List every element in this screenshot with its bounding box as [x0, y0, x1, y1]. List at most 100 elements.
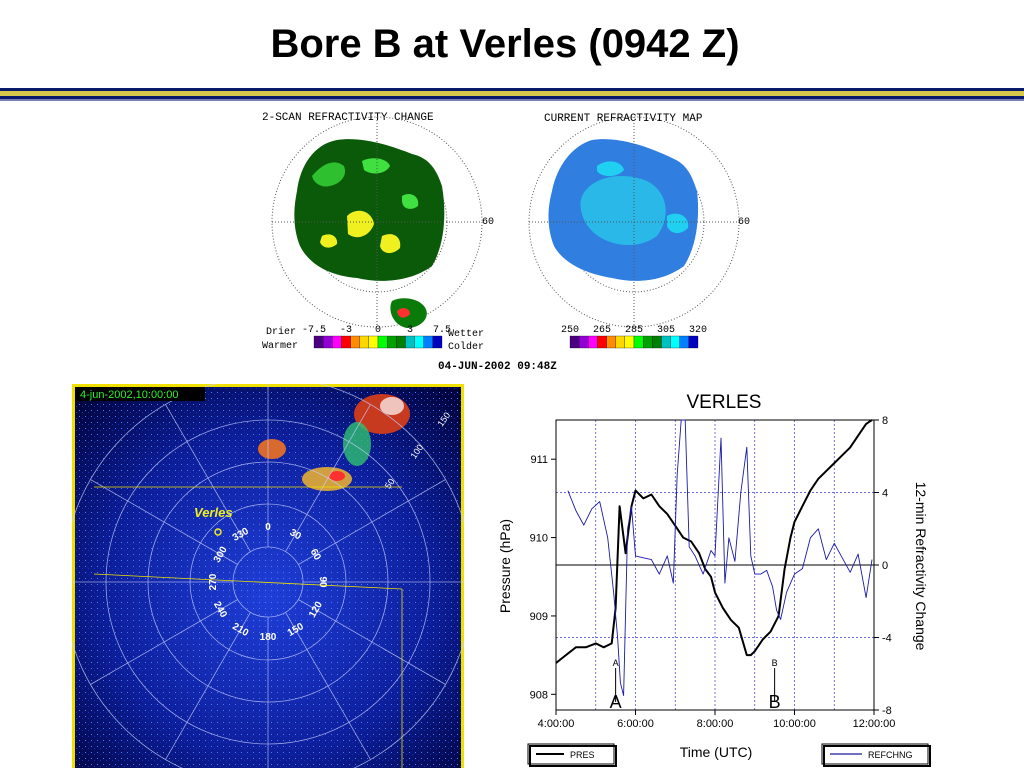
- title-divider: [0, 88, 1024, 101]
- echo-cluster: [258, 394, 410, 491]
- azimuth-label: 0: [265, 522, 271, 533]
- right-colorbar-swatch: [624, 335, 635, 349]
- refractivity-change-map: 60: [271, 116, 494, 328]
- y-tick-label: 910: [530, 533, 548, 545]
- slide-title: Bore B at Verles (0942 Z): [270, 22, 740, 66]
- right-colorbar-swatch: [633, 335, 644, 349]
- legend-pres: PRES: [527, 743, 617, 767]
- azimuth-spoke: [90, 599, 238, 685]
- radar-timestamp: 4-jun-2002,10:00:00: [80, 389, 178, 401]
- left-colorbar-swatch: [332, 335, 342, 349]
- x-tick-label: 6:00:00: [617, 718, 654, 730]
- right-colorbar-tick-label: 285: [625, 325, 643, 336]
- refractivity-panels: 2-SCAN REFRACTIVITY CHANGE CURRENT REFRA…: [252, 106, 768, 376]
- left-colorbar-swatch: [405, 335, 415, 349]
- annotation-arrow-head: B: [772, 658, 778, 668]
- left-colorbar-swatch: [359, 335, 370, 349]
- azimuth-label: 30: [288, 527, 304, 542]
- left-legend-colder: Colder: [448, 341, 484, 353]
- left-colorbar-swatch: [396, 335, 406, 349]
- x-tick-label: 10:00:00: [773, 718, 816, 730]
- azimuth-spoke: [285, 612, 371, 760]
- left-colorbar-swatch: [341, 335, 351, 349]
- left-colorbar-tick-label: -7.5: [302, 325, 326, 336]
- left-colorbar-swatch: [386, 335, 397, 349]
- azimuth-spoke: [298, 599, 446, 685]
- right-colorbar-swatch: [670, 335, 680, 349]
- left-colorbar-tick-label: 7.5: [433, 325, 451, 336]
- legend-refchng: REFCHNG: [821, 743, 931, 767]
- right-colorbar-swatch: [569, 335, 580, 349]
- right-panel-title: CURRENT REFRACTIVITY MAP: [544, 113, 703, 125]
- azimuth-label: 180: [260, 632, 277, 643]
- annotation-arrow-head: A: [613, 658, 619, 668]
- right-colorbar-tick-label: 250: [561, 325, 579, 336]
- right-colorbar-swatch: [652, 335, 662, 349]
- site-marker: [214, 528, 222, 536]
- y2-axis-label: 12-min Refractivity Change: [913, 482, 929, 651]
- x-tick-label: 12:00:00: [853, 718, 896, 730]
- annotation-label: B: [769, 692, 781, 712]
- y2-tick-label: -4: [882, 633, 892, 645]
- legend-pres-label: PRES: [570, 750, 595, 760]
- right-colorbar-swatch: [588, 335, 598, 349]
- y2-tick-label: -8: [882, 705, 892, 717]
- y2-tick-label: 8: [882, 415, 888, 427]
- x-tick-label: 4:00:00: [538, 718, 575, 730]
- left-colorbar-swatch: [350, 335, 360, 349]
- verles-chart: VERLES 908 909 910 911 -8 -4 0 4 8 4:00:00 6:00:…: [497, 392, 931, 767]
- range-label: 200: [462, 384, 464, 396]
- right-colorbar-swatch: [661, 335, 671, 349]
- right-colorbar-tick-label: 320: [689, 325, 707, 336]
- azimuth-spoke: [165, 612, 251, 760]
- left-colorbar-tick-label: -3: [340, 325, 352, 336]
- right-colorbar-swatch: [578, 335, 589, 349]
- left-colorbar-swatch: [432, 335, 443, 349]
- panel-timestamp: 04-JUN-2002 09:48Z: [438, 361, 557, 373]
- left-colorbar: Drier Warmer Wetter Colder -7.5 -3 0 3 7.5: [262, 325, 484, 353]
- radar-site-label: Verles: [194, 505, 233, 520]
- left-colorbar-swatch: [423, 335, 434, 349]
- left-colorbar-swatch: [322, 335, 333, 349]
- left-colorbar-swatch: [414, 335, 424, 349]
- x-axis-label: Time (UTC): [680, 744, 753, 760]
- y2-tick-label: 4: [882, 488, 888, 500]
- azimuth-spoke: [90, 479, 238, 565]
- left-colorbar-swatch: [377, 335, 388, 349]
- left-colorbar-tick-label: 0: [375, 325, 381, 336]
- left-legend-warmer: Warmer: [262, 341, 298, 352]
- x-tick-label: 8:00:00: [697, 718, 734, 730]
- y-axis-label: Pressure (hPa): [497, 519, 513, 613]
- left-ring-label: 60: [482, 217, 494, 228]
- left-legend-wetter: Wetter: [448, 329, 484, 340]
- range-label: 50: [383, 477, 397, 491]
- left-colorbar-tick-label: 3: [407, 325, 413, 336]
- right-colorbar-tick-label: 265: [593, 325, 611, 336]
- azimuth-label: 60: [308, 547, 323, 563]
- y2-tick-label: 0: [882, 560, 888, 572]
- azimuth-label: 270: [208, 573, 219, 590]
- annotation-label: A: [610, 692, 622, 712]
- right-colorbar-swatch: [642, 335, 653, 349]
- right-colorbar-swatch: [597, 335, 607, 349]
- series-pres: [555, 419, 873, 664]
- y-tick-label: 911: [530, 454, 548, 466]
- y-tick-label: 909: [530, 611, 548, 623]
- right-colorbar-tick-label: 305: [657, 325, 675, 336]
- chart-title: VERLES: [687, 392, 762, 413]
- right-colorbar-swatch: [679, 335, 690, 349]
- left-legend-drier: Drier: [266, 326, 296, 338]
- right-colorbar: 250 265 285 305 320: [561, 325, 707, 349]
- current-refractivity-map: 60: [528, 116, 750, 328]
- legend-refchng-label: REFCHNG: [868, 750, 913, 760]
- right-colorbar-swatch: [606, 335, 616, 349]
- series-refchng: [567, 419, 873, 696]
- azimuth-spoke: [298, 479, 446, 565]
- right-colorbar-swatch: [688, 335, 699, 349]
- azimuth-label: 90: [317, 576, 328, 588]
- azimuth-spoke: [285, 404, 371, 552]
- y-tick-label: 908: [530, 689, 548, 701]
- left-panel-title: 2-SCAN REFRACTIVITY CHANGE: [262, 112, 434, 124]
- left-colorbar-swatch: [313, 335, 324, 349]
